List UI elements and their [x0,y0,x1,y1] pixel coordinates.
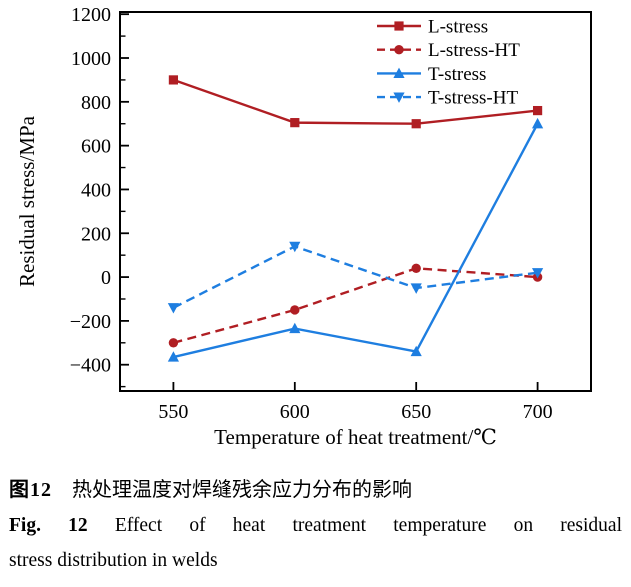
data-point-T-stress-HT [289,241,301,253]
data-point-T-stress [531,117,544,129]
series-line-L-stress [173,78,538,125]
plot-border [119,11,592,392]
series-line-L-stress-HT [173,267,538,344]
legend-marker-T-stress-HT [393,92,405,103]
y-tick-label: 1200 [71,4,111,26]
caption-zh-text: 热处理温度对焊缝残余应力分布的影响 [72,479,412,501]
y-tick-label: 1000 [71,48,111,70]
legend-marker-T-stress [393,67,405,78]
series-line-T-stress-HT [172,245,538,309]
caption-zh-label: 图12 [9,479,52,501]
legend-label-L-stress-HT: L-stress-HT [428,40,520,61]
y-tick-label: −200 [70,311,111,333]
legend-label-L-stress: L-stress [428,17,488,38]
caption-en-text: Effect of heat treatment temperature on … [114,515,622,536]
chart-canvas: −400 −200 0 200 400 600 800 1000 1200 550 600 650 70… [15,4,592,449]
data-point-L-stress-HT [168,338,179,348]
x-tick-label: 650 [401,401,431,423]
y-tick-label: −400 [70,355,111,377]
y-tick-label: 800 [81,92,111,114]
x-tick-label: 700 [523,401,553,423]
caption-en-label: Fig. 12 [9,515,88,536]
legend-marker-L-stress [394,21,404,31]
data-point-T-stress-HT [531,268,544,279]
y-tick-label: 0 [101,267,111,289]
data-point-L-stress-HT [290,305,300,315]
data-point-T-stress [410,345,422,357]
data-point-L-stress [168,75,179,85]
data-point-T-stress [167,351,180,362]
figure-caption: 图12 热处理温度对焊缝残余应力分布的影响 Fig. 12 Effect of h… [0,463,631,576]
data-point-T-stress [289,322,301,334]
y-axis-title: Residual stress/MPa [15,115,39,287]
x-tick-label: 550 [158,401,188,423]
data-point-L-stress [532,105,543,116]
data-point-L-stress [411,119,421,129]
y-tick-label: 400 [81,179,111,201]
data-point-T-stress-HT [167,303,180,314]
data-point-L-stress-HT [411,263,421,274]
caption-english-line2: stress distribution in welds [9,550,218,571]
x-tick-label: 600 [280,401,310,423]
legend-label-T-stress: T-stress [428,64,486,85]
series-line-T-stress [173,123,539,359]
legend-marker-L-stress-HT [394,45,404,55]
y-tick-label: 200 [81,223,111,245]
data-point-L-stress [290,118,300,128]
legend-label-T-stress-HT: T-stress-HT [428,88,518,109]
x-axis-title: Temperature of heat treatment/℃ [214,425,497,449]
y-tick-label: 600 [81,136,111,158]
data-point-T-stress-HT [410,283,422,294]
caption-english-line1: Fig. 12 Effect of heat treatment tempera… [9,511,622,541]
caption-chinese: 图12 热处理温度对焊缝残余应力分布的影响 [9,475,622,505]
